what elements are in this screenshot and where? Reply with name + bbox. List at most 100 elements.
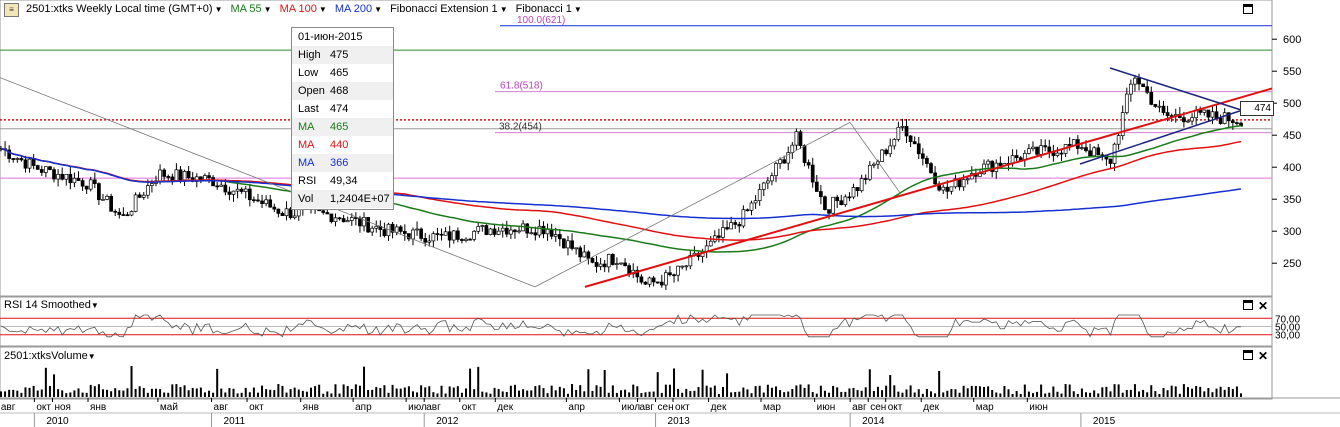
legend-ma200[interactable]: MA 200 ▼ (334, 3, 383, 15)
legend-ma55[interactable]: MA 55 ▼ (230, 3, 272, 15)
candle (276, 208, 281, 214)
candle (219, 184, 224, 187)
volume-bar (371, 389, 374, 397)
y-tick-label: 400 (1283, 162, 1301, 174)
volume-bar (1105, 386, 1108, 397)
volume-bar (342, 384, 345, 397)
candle (582, 251, 587, 258)
candle (1120, 112, 1125, 137)
volume-bar (501, 391, 504, 397)
volume-bar (301, 390, 304, 397)
tooltip-key: Vol (298, 193, 314, 205)
volume-bar (783, 392, 786, 397)
volume-bar (354, 384, 357, 397)
candle (235, 188, 240, 192)
volume-pane-title[interactable]: 2501:xtksVolume▼ (4, 350, 96, 362)
volume-bar (89, 384, 92, 397)
candle (44, 166, 48, 173)
volume-bar (775, 386, 777, 397)
volume-bar (297, 389, 300, 397)
volume-bar (212, 392, 215, 397)
volume-bar (974, 386, 977, 397)
candle (676, 265, 680, 276)
candle (354, 217, 358, 219)
volume-bar (20, 392, 23, 397)
volume-bar (701, 369, 704, 397)
rsi-pane (0, 296, 1273, 347)
candle (1226, 112, 1231, 122)
volume-bar (489, 393, 492, 397)
candle (84, 185, 89, 190)
volume-bar (1027, 391, 1030, 397)
legend-fib-extension[interactable]: Fibonacci Extension 1 ▼ (390, 3, 508, 15)
candle (1092, 147, 1097, 157)
candle (537, 225, 542, 236)
volume-bar (930, 391, 932, 397)
rsi-pane-title[interactable]: RSI 14 Smoothed▼ (4, 299, 99, 311)
fib-trend-line (849, 122, 901, 194)
volume-bar (689, 391, 692, 397)
x-tick-label: авг (1, 402, 16, 413)
volume-bar (134, 388, 137, 397)
volume-bar (416, 392, 419, 397)
volume-bar (587, 369, 590, 397)
volume-bar (770, 387, 773, 397)
volume-bar (546, 393, 549, 397)
maximize-pane-icon[interactable] (1243, 350, 1253, 360)
volume-bar (465, 388, 467, 397)
volume-bar (65, 393, 68, 397)
year-label: 2013 (668, 416, 691, 427)
candle (810, 164, 815, 183)
candle (949, 186, 954, 192)
y-tick-label: 500 (1283, 98, 1301, 110)
legend-ma100[interactable]: MA 100 ▼ (279, 3, 327, 15)
candle (1084, 147, 1088, 152)
candle (27, 158, 32, 169)
candle (129, 211, 134, 216)
maximize-pane-icon[interactable] (1243, 300, 1253, 310)
candle (721, 227, 725, 238)
candle (1190, 117, 1194, 122)
candle (68, 173, 73, 184)
candle (484, 225, 489, 235)
close-icon[interactable]: ✕ (1258, 299, 1269, 313)
candle (920, 153, 925, 159)
volume-bar (954, 389, 957, 397)
volume-bar (1015, 390, 1018, 397)
candle (525, 223, 530, 234)
candle (162, 169, 167, 177)
volume-bar (673, 368, 676, 397)
legend-fibonacci[interactable]: Fibonacci 1 ▼ (515, 3, 582, 15)
candle (1124, 93, 1129, 113)
volume-bar (1068, 384, 1071, 397)
candle (496, 230, 501, 235)
volume-bar (452, 387, 455, 397)
volume-bar (497, 389, 500, 397)
rsi-level-label: 50,00 (1275, 323, 1300, 334)
candle (1014, 155, 1019, 159)
volume-bar (754, 386, 757, 397)
volume-bar (644, 392, 647, 397)
volume-bar (265, 389, 268, 397)
volume-bar (407, 386, 410, 397)
maximize-pane-icon[interactable] (1243, 4, 1253, 14)
candle (1055, 152, 1060, 156)
volume-bar (713, 385, 716, 397)
candle (912, 141, 917, 145)
symbol-title[interactable]: 2501:xtks Weekly Local time (GMT+0) ▼ (26, 3, 223, 15)
volume-bar (293, 387, 296, 397)
close-icon[interactable]: ✕ (1258, 349, 1269, 363)
candle (855, 187, 860, 192)
volume-bar (721, 386, 724, 397)
candle (407, 233, 411, 240)
volume-bar (987, 386, 990, 397)
candle (1035, 146, 1039, 155)
volume-bar (615, 392, 618, 397)
volume-bar (787, 391, 790, 397)
candle (765, 180, 770, 184)
candle (443, 231, 448, 236)
candle (786, 152, 791, 164)
candle (76, 177, 81, 181)
volume-bar (803, 387, 806, 397)
volume-bar (1195, 386, 1198, 397)
